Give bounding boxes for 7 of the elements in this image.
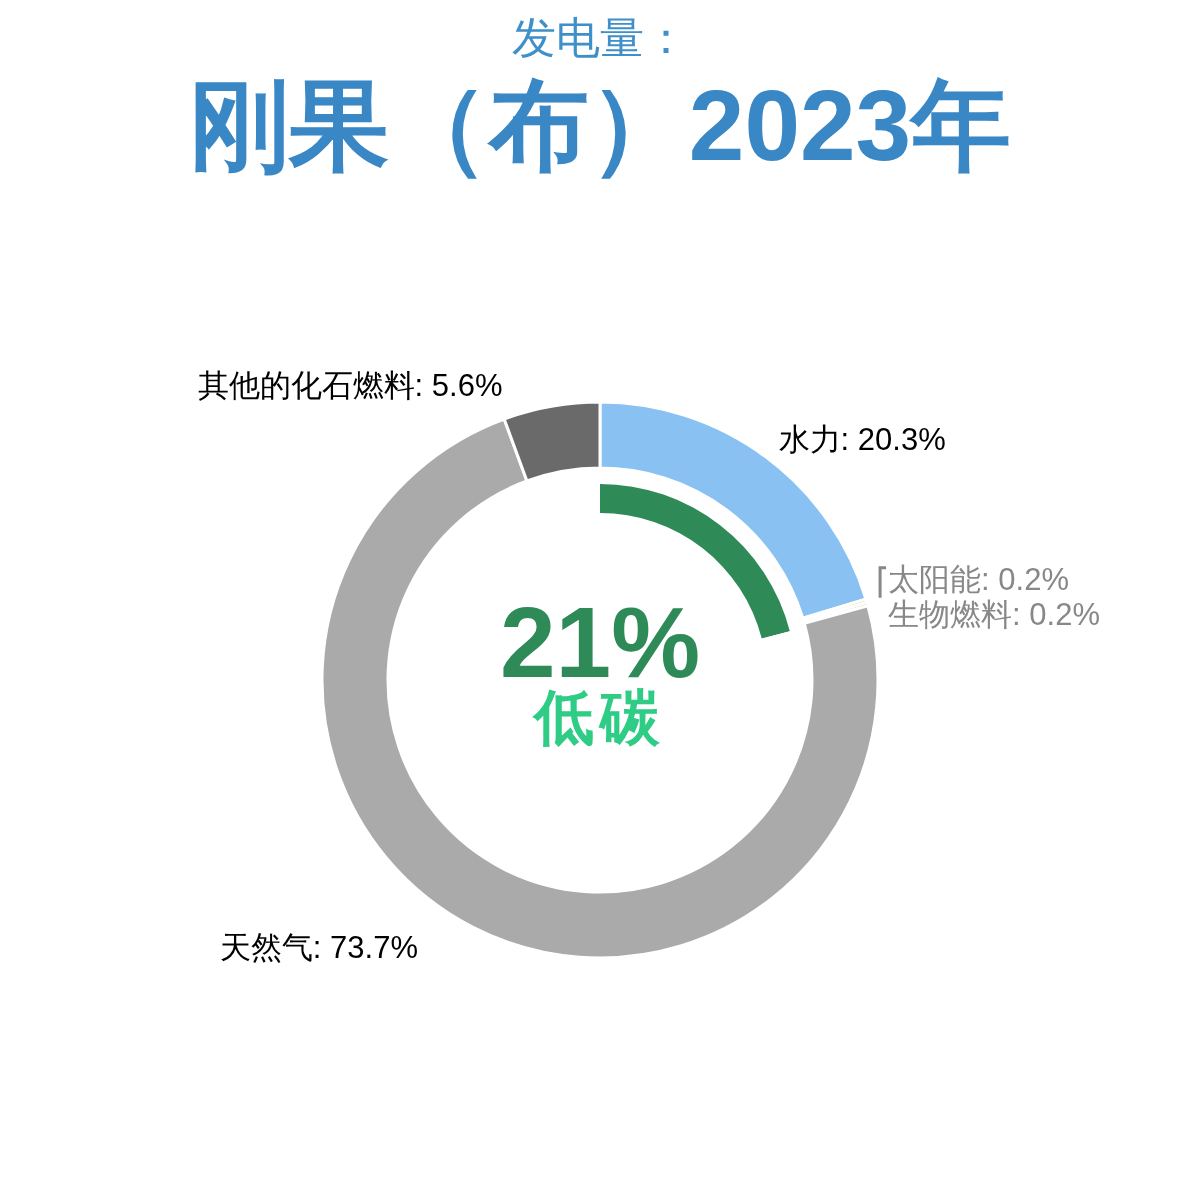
slice-label: 天然气: 73.7% xyxy=(219,929,418,965)
slice-label: 其他的化石燃料: 5.6% xyxy=(197,367,503,403)
slice-label: 生物燃料: 0.2% xyxy=(888,596,1100,632)
chart-subtitle: 发电量： xyxy=(512,13,688,62)
slice-label: 太阳能: 0.2% xyxy=(888,561,1069,597)
chart-title: 刚果（布）2023年 xyxy=(188,69,1012,181)
slice-label: 水力: 20.3% xyxy=(778,421,946,457)
